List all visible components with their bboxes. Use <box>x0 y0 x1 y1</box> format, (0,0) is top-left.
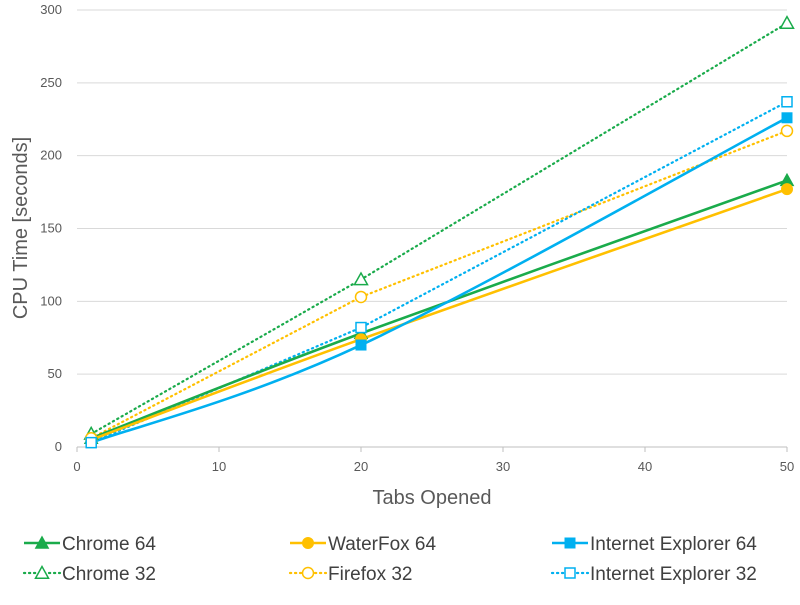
y-tick-label-250: 250 <box>40 75 62 90</box>
x-axis-title: Tabs Opened <box>373 487 492 509</box>
series-line-chrome-64 <box>90 179 788 440</box>
series-line-waterfox-64 <box>90 187 788 441</box>
axes: 0 50 100 150 200 250 300 0 10 20 30 40 50 <box>40 2 794 474</box>
legend-item-internet-explorer-32: Internet Explorer 32 <box>550 564 757 585</box>
legend-label: Internet Explorer 32 <box>590 564 757 585</box>
y-tick-label-200: 200 <box>40 148 62 163</box>
data-point-firefox-32-20 <box>354 290 368 304</box>
x-tick-label-20: 20 <box>354 459 368 474</box>
data-point-chrome-32-20 <box>353 271 369 286</box>
data-point-internet-explorer-64-20 <box>355 339 367 351</box>
x-tick-label-0: 0 <box>73 459 80 474</box>
data-point-waterfox-64-50 <box>781 183 793 196</box>
series-line-internet-explorer-32 <box>90 100 789 444</box>
x-tick-label-40: 40 <box>638 459 652 474</box>
legend-swatch-marker <box>564 567 576 579</box>
legend-swatch-marker <box>301 566 315 580</box>
legend-swatch-marker <box>34 564 50 579</box>
legend-item-chrome-64: Chrome 64 <box>24 534 156 555</box>
gridlines <box>77 9 787 375</box>
series-markers <box>83 15 795 449</box>
y-tick-label-300: 300 <box>40 2 62 17</box>
data-point-internet-explorer-32-1 <box>85 436 97 449</box>
data-point-internet-explorer-64-50 <box>781 112 793 124</box>
y-tick-label-150: 150 <box>40 221 62 236</box>
y-tick-label-50: 50 <box>48 366 62 381</box>
legend-item-chrome-32: Chrome 32 <box>22 564 156 585</box>
legend-label: Chrome 64 <box>62 534 156 555</box>
y-tick-label-100: 100 <box>40 293 62 308</box>
legend-label: Firefox 32 <box>328 564 412 585</box>
data-point-chrome-32-50 <box>779 15 795 30</box>
legend-swatch-marker <box>564 537 576 549</box>
legend-label: Internet Explorer 64 <box>590 534 757 555</box>
y-axis-title: CPU Time [seconds] <box>10 137 32 319</box>
legend-item-firefox-32: Firefox 32 <box>288 564 412 585</box>
data-point-internet-explorer-32-50 <box>781 96 793 108</box>
x-tick-label-50: 50 <box>780 459 794 474</box>
legend-item-waterfox-64: WaterFox 64 <box>290 534 436 555</box>
x-tick-label-10: 10 <box>212 459 226 474</box>
series-lines <box>90 22 789 444</box>
legend-swatch-marker <box>302 537 314 549</box>
legend-item-internet-explorer-64: Internet Explorer 64 <box>552 534 757 555</box>
series-line-internet-explorer-64 <box>90 116 788 444</box>
legend-label: WaterFox 64 <box>328 534 436 555</box>
data-point-firefox-32-50 <box>780 124 794 138</box>
y-tick-label-0: 0 <box>55 439 62 454</box>
legend: Chrome 64 WaterFox 64 Internet Explorer 64… <box>22 534 757 585</box>
series-line-firefox-32 <box>90 129 789 440</box>
x-tick-label-30: 30 <box>496 459 510 474</box>
legend-label: Chrome 32 <box>62 564 156 585</box>
data-point-internet-explorer-32-20 <box>355 321 367 334</box>
legend-swatch-marker <box>34 535 50 549</box>
